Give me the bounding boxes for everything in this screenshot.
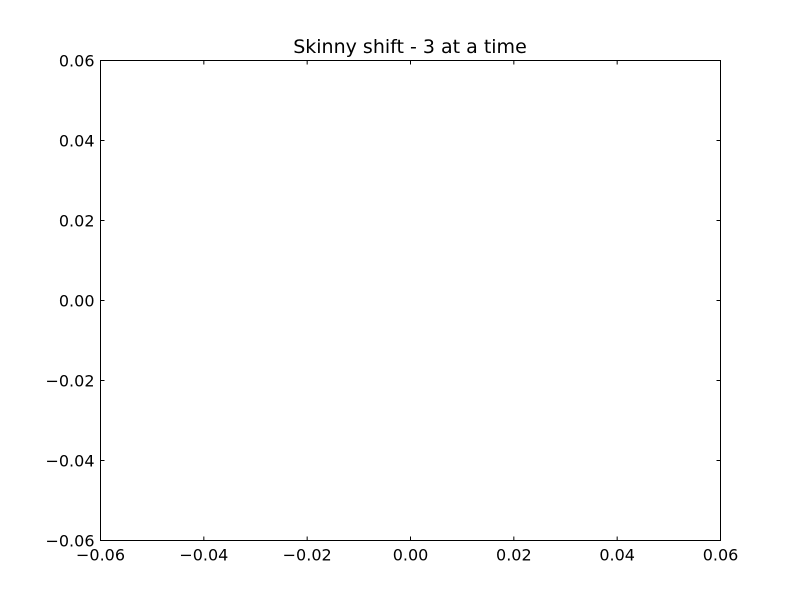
y-axis: −0.06 −0.04 −0.02 0.00 0.02 0.04 0.06 <box>45 52 721 551</box>
x-tick-label-minus-0-02: −0.02 <box>283 546 332 565</box>
chart-title: Skinny shift - 3 at a time <box>293 36 527 58</box>
x-tick-label-0-00: 0.00 <box>393 546 429 565</box>
y-tick-label-0-06: 0.06 <box>59 52 95 71</box>
y-tick-label-minus-0-04: −0.04 <box>45 452 94 471</box>
x-tick-label-0-04: 0.04 <box>599 546 635 565</box>
x-tick-label-minus-0-06: −0.06 <box>76 546 125 565</box>
y-tick-label-0-02: 0.02 <box>59 212 95 231</box>
plot-area <box>100 60 721 541</box>
y-tick-label-minus-0-02: −0.02 <box>45 372 94 391</box>
x-tick-label-0-02: 0.02 <box>496 546 532 565</box>
y-tick-label-minus-0-06: −0.06 <box>45 532 94 551</box>
x-tick-label-0-06: 0.06 <box>703 546 739 565</box>
y-tick-label-0-00: 0.00 <box>59 292 95 311</box>
x-axis: −0.06 −0.04 −0.02 0.00 0.02 0.04 0.06 <box>76 60 739 565</box>
y-tick-label-0-04: 0.04 <box>59 132 95 151</box>
x-tick-label-minus-0-04: −0.04 <box>179 546 228 565</box>
